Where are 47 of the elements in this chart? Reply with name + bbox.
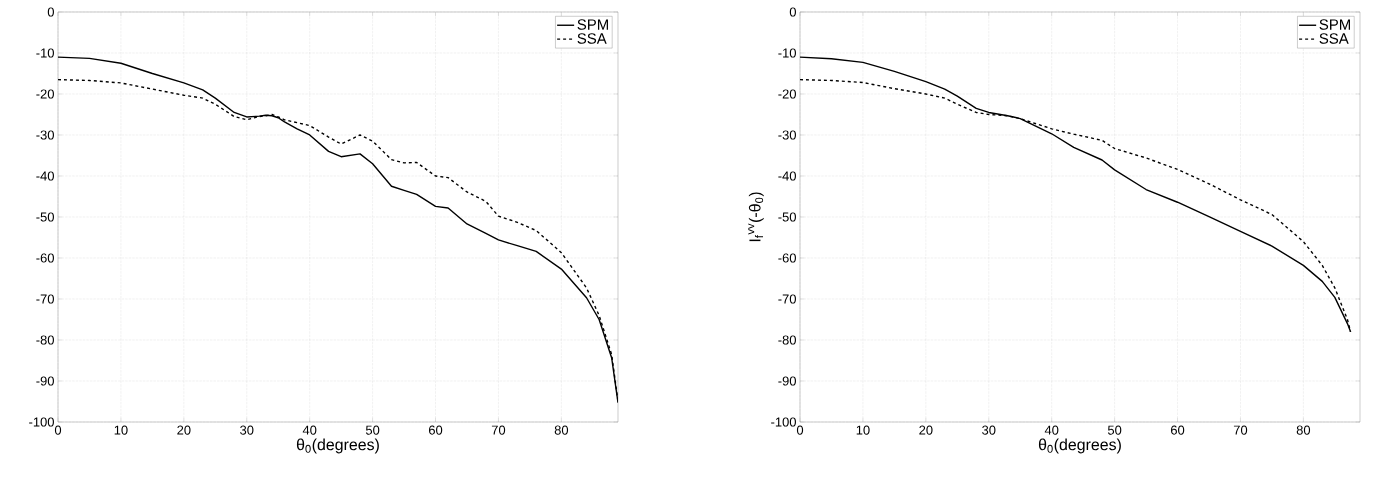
x-tick-label: 40 (1044, 425, 1059, 435)
x-tick-label: 20 (919, 425, 933, 435)
x-tick-label: 40 (302, 425, 317, 435)
y-tick-label: -40 (36, 171, 54, 181)
x-tick-label: 30 (982, 425, 996, 435)
x-axis-title: θ$_{0}$(degrees) (296, 438, 379, 454)
y-axis-title: I$_{f}$$^{vv}$(-θ$_{0}$) (748, 192, 764, 242)
x-tick-label: 70 (491, 425, 506, 435)
x-tick-label: 50 (1107, 425, 1122, 435)
x-tick-label: 80 (554, 425, 569, 435)
y-tick-label: -20 (778, 89, 796, 99)
x-axis-title: θ$_{0}$(degrees) (1038, 438, 1121, 454)
y-tick-label: -60 (36, 253, 54, 263)
y-tick-label: -80 (36, 335, 54, 345)
y-tick-label: -50 (36, 212, 54, 222)
legend-label: SSA (577, 33, 607, 44)
y-tick-label: -90 (778, 376, 796, 386)
x-tick-label: 80 (1296, 425, 1311, 435)
y-tick-label: -90 (36, 376, 54, 386)
x-tick-label: 0 (796, 425, 804, 435)
x-tick-label: 20 (177, 425, 191, 435)
y-tick-label: 0 (789, 7, 796, 17)
y-tick-label: -80 (778, 335, 796, 345)
x-tick-label: 10 (114, 425, 128, 435)
x-tick-label: 60 (428, 425, 443, 435)
y-tick-label: -30 (778, 130, 796, 140)
x-tick-label: 0 (54, 425, 62, 435)
y-tick-label: -10 (36, 48, 54, 58)
y-tick-label: -70 (778, 294, 796, 304)
y-tick-label: -100 (29, 417, 54, 427)
legend-label: SSA (1319, 33, 1349, 44)
legend-label: SPM (577, 19, 608, 30)
y-tick-label: -30 (36, 130, 54, 140)
y-tick-label: 0 (47, 7, 54, 17)
x-tick-label: 10 (856, 425, 870, 435)
x-tick-label: 60 (1170, 425, 1185, 435)
x-tick-label: 30 (240, 425, 254, 435)
y-tick-label: -20 (36, 89, 54, 99)
x-tick-label: 50 (365, 425, 380, 435)
legend-label: SPM (1319, 19, 1350, 30)
y-tick-label: -100 (771, 417, 796, 427)
y-tick-label: -70 (36, 294, 54, 304)
x-tick-label: 70 (1233, 425, 1248, 435)
y-tick-label: -60 (778, 253, 796, 263)
y-tick-label: -10 (778, 48, 796, 58)
y-tick-label: -50 (778, 212, 796, 222)
y-tick-label: -40 (778, 171, 796, 181)
